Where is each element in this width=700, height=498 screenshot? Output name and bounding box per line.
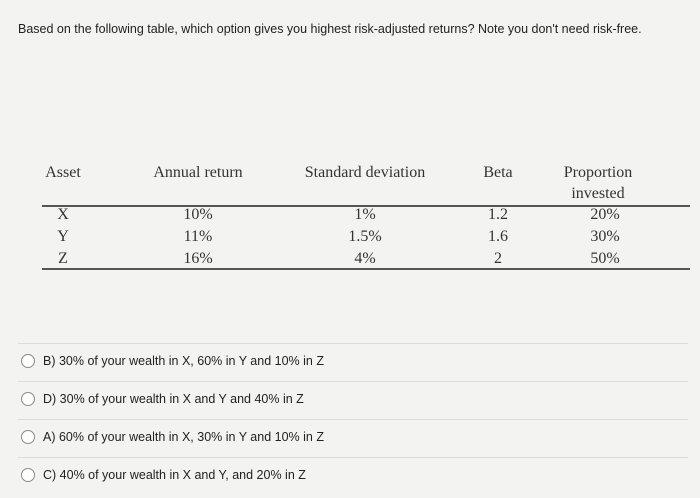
table-cell: 11% [183,228,213,245]
table-cell: 30% [590,228,620,245]
table-cell: Z [58,250,68,267]
table-cell: 16% [183,250,213,267]
table-cell: 2 [494,250,502,267]
answer-option[interactable]: C) 40% of your wealth in X and Y, and 20… [18,457,688,492]
table-cell: Y [57,228,69,245]
option-label[interactable]: B) 30% of your wealth in X, 60% in Y and… [43,354,324,368]
table-header: Beta [483,164,513,181]
table-header: Proportion invested [563,164,633,202]
option-label[interactable]: A) 60% of your wealth in X, 30% in Y and… [43,430,324,444]
table-cell: 50% [590,250,620,267]
option-label[interactable]: D) 30% of your wealth in X and Y and 40%… [43,392,304,406]
table-cell: 1.6 [488,228,508,245]
answer-option[interactable]: A) 60% of your wealth in X, 30% in Y and… [18,419,688,454]
radio-button[interactable] [21,354,35,368]
table-cell: 1% [354,206,376,223]
option-label[interactable]: C) 40% of your wealth in X and Y, and 20… [43,468,306,482]
table-rule [42,205,690,207]
answer-option[interactable]: B) 30% of your wealth in X, 60% in Y and… [18,343,688,378]
table-cell: 4% [354,250,376,267]
table-rule [42,268,690,270]
data-table: Asset Annual return Standard deviation B… [42,164,690,270]
table-cell: X [57,206,69,223]
answer-option[interactable]: D) 30% of your wealth in X and Y and 40%… [18,381,688,416]
table-cell: 1.2 [488,206,508,223]
question: Based on the following table, which opti… [18,22,642,36]
table-cell: 1.5% [348,228,382,245]
table-cell: 20% [590,206,620,223]
radio-button[interactable] [21,430,35,444]
table-header: Asset [45,164,81,181]
table-header: Annual return [153,164,243,181]
radio-button[interactable] [21,392,35,406]
radio-button[interactable] [21,468,35,482]
table-header: Standard deviation [304,164,426,181]
table-cell: 10% [183,206,213,223]
